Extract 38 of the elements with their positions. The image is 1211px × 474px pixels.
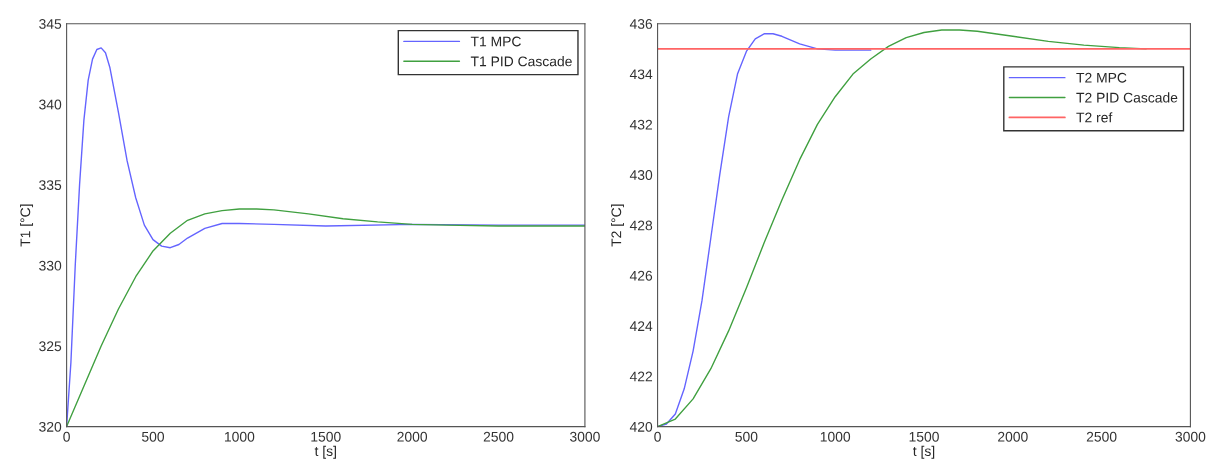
y-tick-label: 345	[39, 19, 62, 29]
x-tick-label: 2500	[483, 431, 514, 442]
y-tick-label: 420	[629, 421, 653, 432]
legend-label: T2 MPC	[1076, 72, 1127, 83]
x-tick-label: 3000	[570, 431, 600, 442]
x-tick-label: 1500	[311, 431, 341, 442]
y-tick-label: 340	[39, 99, 62, 110]
x-tick-label: 500	[141, 431, 165, 442]
x-tick-label: 0	[63, 431, 70, 442]
y-tick-label: 424	[629, 321, 653, 331]
x-tick-label: 1500	[909, 431, 939, 442]
x-tick-label: 2500	[1086, 431, 1117, 442]
x-axis-title: t [s]	[913, 445, 935, 459]
y-tick-label: 320	[39, 421, 62, 432]
y-tick-label: 422	[629, 371, 653, 382]
x-tick-label: 500	[735, 431, 758, 442]
x-tick-label: 2000	[998, 431, 1028, 442]
x-tick-label: 1000	[820, 431, 851, 442]
y-tick-label: 428	[629, 220, 653, 231]
legend-label: T1 PID Cascade	[470, 56, 572, 67]
legend-label: T2 ref	[1076, 112, 1113, 123]
y-tick-label: 432	[629, 119, 653, 130]
y-tick-label: 434	[629, 69, 653, 80]
y-tick-label: 325	[39, 341, 62, 352]
x-tick-label: 3000	[1175, 431, 1206, 442]
x-tick-label: 0	[654, 431, 661, 442]
y-tick-label: 430	[629, 170, 653, 180]
y-tick-label: 436	[629, 19, 653, 29]
legend-label: T2 PID Cascade	[1076, 92, 1178, 103]
legend-label: T1 MPC	[470, 36, 521, 47]
x-axis-title: t [s]	[314, 445, 336, 459]
y-tick-label: 330	[39, 260, 62, 271]
y-axis-title: T1 [°C]	[20, 204, 34, 247]
x-tick-label: 2000	[397, 431, 428, 442]
y-tick-label: 335	[39, 180, 62, 191]
y-axis-title: T2 [°C]	[611, 204, 624, 247]
y-tick-label: 426	[629, 270, 653, 281]
x-tick-label: 1000	[224, 431, 255, 442]
